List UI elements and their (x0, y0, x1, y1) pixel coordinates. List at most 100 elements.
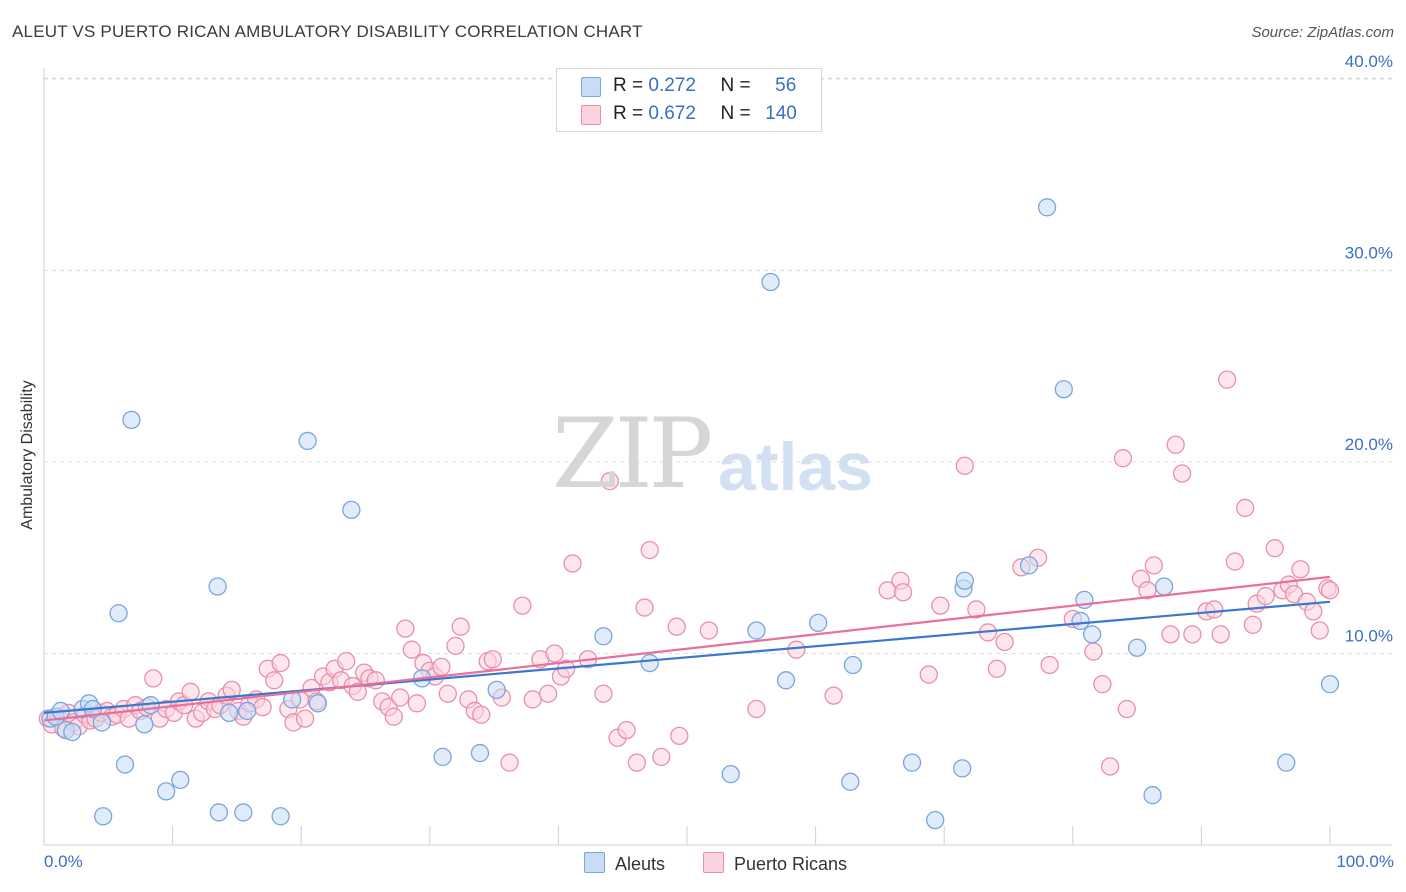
puerto-rican-point (1040, 655, 1059, 675)
puerto-rican-point (253, 697, 272, 717)
aleut-point (721, 764, 740, 784)
source-label: Source: ZipAtlas.com (1251, 24, 1394, 41)
stats-n-value: 56 (775, 75, 797, 96)
aleut-point (1127, 638, 1147, 657)
watermark-zip: ZIP (552, 398, 713, 510)
puerto-rican-point (1265, 539, 1284, 558)
puerto-rican-point (640, 540, 659, 560)
puerto-rican-point (446, 636, 465, 655)
aleut-point (902, 753, 922, 772)
puerto-rican-point (627, 753, 646, 772)
aleut-point (809, 613, 828, 633)
aleut-point (109, 604, 128, 623)
puerto-rican-point (451, 617, 470, 636)
puerto-rican-point (348, 682, 367, 701)
puerto-rican-point (1144, 556, 1163, 575)
stats-n-label: N = (720, 103, 751, 124)
puerto-rican-point (955, 456, 974, 475)
puerto-rican-point (1304, 602, 1323, 621)
puerto-rican-point (1183, 625, 1202, 644)
stats-r-label: R = (613, 75, 644, 96)
puerto-rican-point (538, 684, 558, 703)
aleut-point (122, 410, 141, 430)
aleut-point (271, 807, 290, 826)
stats-r-label: R = (613, 103, 644, 124)
aleut-point (761, 272, 780, 292)
aleut-point (1143, 786, 1162, 805)
aleut-point (342, 500, 361, 520)
aleut-point (1071, 611, 1090, 631)
aleut-point (92, 713, 112, 732)
puerto-rican-point (1161, 625, 1180, 644)
puerto-rican-point (407, 694, 427, 713)
aleut-point (1320, 674, 1340, 694)
puerto-rican-point (594, 684, 613, 703)
puerto-rican-point (1084, 642, 1103, 661)
puerto-rican-point (1093, 674, 1112, 694)
puerto-rican-point (1172, 464, 1192, 483)
y-tick-label: 30.0% (1345, 244, 1393, 263)
puerto-rican-point (1166, 435, 1185, 454)
puerto-rican-point (1211, 625, 1230, 644)
y-axis-label: Ambulatory Disability (19, 380, 36, 530)
puerto-rican-point (500, 753, 519, 772)
puerto-rican-point (893, 583, 913, 602)
aleut-point (220, 703, 239, 723)
legend-label-aleuts: Aleuts (615, 854, 666, 874)
puerto-rican-point (265, 671, 284, 690)
puerto-rican-point (438, 684, 457, 703)
aleut-point (776, 671, 796, 690)
aleut-point (953, 759, 972, 778)
puerto-rican-point (919, 665, 938, 684)
puerto-rican-point (995, 632, 1014, 652)
puerto-rican-point (667, 617, 686, 636)
aleut-point (157, 782, 176, 801)
stats-r-value: 0.672 (648, 103, 696, 124)
legend-swatch-puerto-ricans (703, 852, 724, 873)
aleut-point (926, 810, 945, 830)
aleut-point (1277, 753, 1296, 772)
aleut-point (594, 627, 613, 646)
puerto-rican-point (931, 596, 950, 615)
aleut-point (1082, 625, 1102, 644)
stats-swatch-puerto-ricans (581, 105, 601, 125)
aleut-point (640, 653, 659, 673)
puerto-rican-point (967, 600, 986, 619)
aleut-point (308, 694, 328, 713)
puerto-rican-point (563, 554, 582, 573)
legend-item-aleuts: Aleuts (584, 852, 665, 875)
puerto-rican-point (670, 726, 689, 745)
chart-title: ALEUT VS PUERTO RICAN AMBULATORY DISABIL… (12, 22, 643, 41)
puerto-rican-point (337, 652, 356, 671)
puerto-rican-point (1205, 600, 1224, 619)
watermark-atlas: atlas (718, 429, 873, 505)
puerto-rican-point (366, 671, 385, 690)
puerto-rican-point (1100, 757, 1120, 776)
aleut-point (1019, 556, 1039, 575)
puerto-rican-trend-line (43, 575, 1331, 722)
aleut-point (63, 722, 82, 742)
aleut-point (234, 803, 253, 822)
aleut-point (1054, 380, 1073, 399)
stats-box: R = 0.272 N = 56 R = 0.672 N = 140 (556, 68, 822, 132)
puerto-rican-point (545, 644, 564, 663)
aleut-point (470, 743, 490, 763)
puerto-rican-point (1320, 581, 1340, 600)
puerto-rican-point (600, 471, 619, 491)
puerto-rican-point (824, 686, 843, 705)
stats-n-label: N = (720, 75, 751, 96)
aleut-point (171, 770, 190, 790)
puerto-rican-point (1291, 560, 1310, 579)
puerto-rican-point (181, 682, 200, 701)
puerto-rican-point (384, 707, 403, 726)
puerto-rican-point (432, 657, 451, 677)
puerto-rican-point (222, 680, 241, 700)
puerto-rican-point (635, 598, 654, 617)
aleut-point (487, 680, 506, 700)
aleut-point (115, 755, 135, 774)
puerto-rican-point (1113, 449, 1133, 468)
puerto-rican-point (396, 619, 415, 638)
aleut-point (94, 807, 113, 826)
aleut-point (208, 577, 227, 596)
aleut-point (433, 747, 452, 767)
